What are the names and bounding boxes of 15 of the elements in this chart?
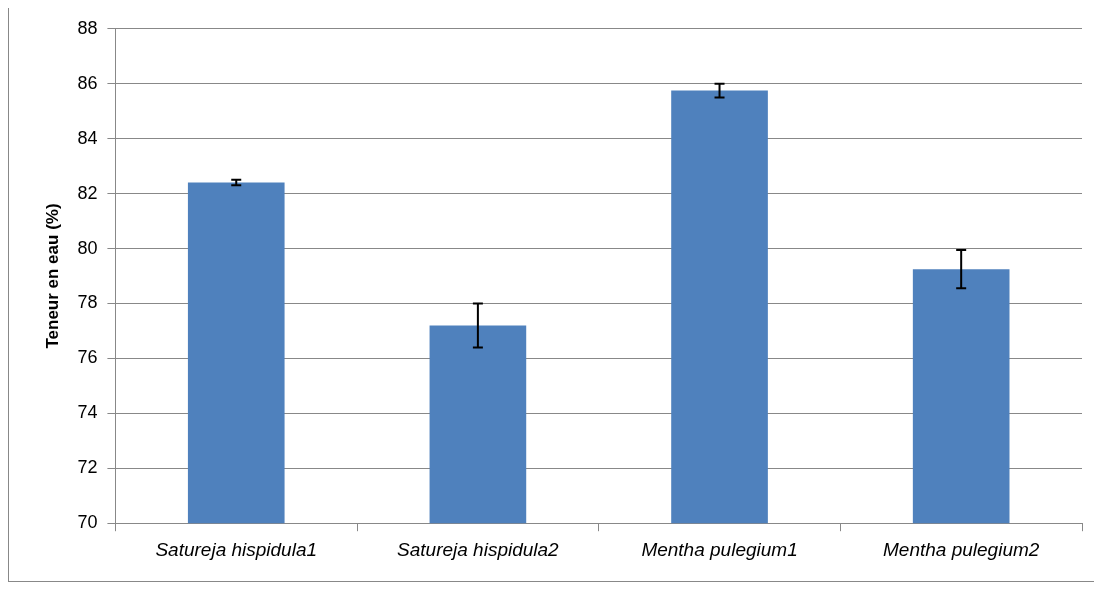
- x-tick-label: Satureja hispidula2: [397, 538, 560, 560]
- y-tick-label: 70: [77, 512, 98, 533]
- y-tick-label: 86: [77, 72, 98, 93]
- y-tick-label: 82: [77, 182, 98, 203]
- x-tick-label: Mentha pulegium2: [883, 538, 1040, 560]
- x-tick-label: Mentha pulegium1: [641, 538, 798, 560]
- y-tick-label: 88: [77, 17, 98, 38]
- y-axis-title: Teneur en eau (%): [42, 203, 62, 349]
- y-tick-label: 78: [77, 292, 98, 313]
- y-tick-label: 74: [77, 402, 98, 423]
- x-tick-label: Satureja hispidula1: [155, 538, 318, 560]
- y-tick-label: 84: [77, 127, 98, 148]
- y-tick-label: 80: [77, 237, 98, 258]
- y-tick-label: 72: [77, 457, 98, 478]
- y-tick-label: 76: [77, 347, 98, 368]
